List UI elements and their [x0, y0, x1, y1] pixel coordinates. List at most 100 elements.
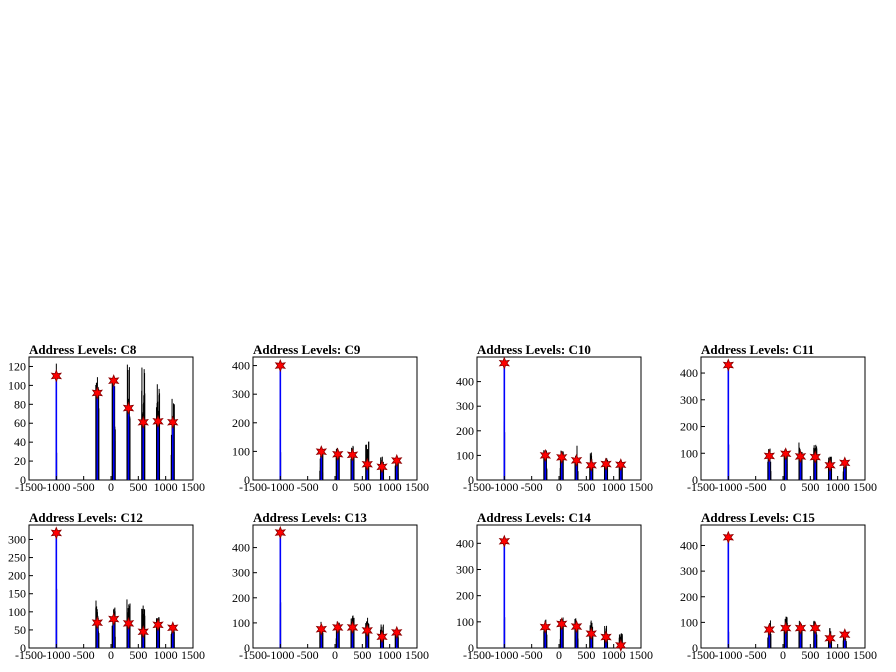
- chart-title: Address Levels: C9: [253, 342, 361, 357]
- peak-marker: [346, 448, 359, 462]
- peak-marker: [600, 457, 612, 471]
- peak-marker: [376, 630, 388, 644]
- y-tick-label: 100: [8, 378, 26, 392]
- peak-marker: [794, 621, 807, 635]
- y-tick-label: 200: [232, 416, 250, 430]
- peak-marker: [600, 630, 612, 644]
- chart-panel: Address Levels: C9 0 100 200 300 400 -1500 -100…: [232, 342, 429, 494]
- x-tick-label: 0: [780, 480, 786, 494]
- x-tick-label: 1500: [405, 648, 429, 662]
- y-tick-label: 250: [8, 551, 26, 565]
- x-tick-label: -1000: [490, 648, 518, 662]
- y-tick-label: 400: [456, 536, 474, 550]
- y-tick-label: 300: [232, 387, 250, 401]
- peak-marker: [167, 415, 179, 429]
- y-tick-label: 150: [8, 587, 26, 601]
- x-tick-label: 0: [108, 648, 114, 662]
- y-tick-label: 200: [456, 589, 474, 603]
- x-tick-label: 1500: [629, 480, 653, 494]
- peak-marker: [763, 449, 776, 463]
- peak-marker: [722, 530, 735, 544]
- chart-panel: Address Levels: C15 0 100 200 300 400 -1500 -10…: [680, 510, 877, 662]
- x-tick-label: 500: [577, 648, 595, 662]
- plot-frame: [476, 356, 642, 481]
- y-tick-label: 400: [456, 375, 474, 389]
- x-tick-label: 0: [108, 480, 114, 494]
- y-tick-label: 400: [232, 541, 250, 555]
- histogram-cluster: [279, 365, 282, 480]
- histogram-cluster: [55, 532, 58, 648]
- peak-marker: [50, 369, 63, 383]
- y-tick-label: 40: [14, 435, 26, 449]
- chart-title: Address Levels: C11: [701, 342, 814, 357]
- chart-title: Address Levels: C13: [253, 510, 367, 525]
- histogram-cluster: [95, 377, 100, 480]
- peak-marker: [361, 457, 373, 471]
- chart-title: Address Levels: C10: [477, 342, 591, 357]
- y-tick-label: 400: [680, 366, 698, 380]
- peak-marker: [167, 621, 179, 635]
- x-tick-label: 500: [129, 480, 147, 494]
- peak-marker: [794, 449, 807, 464]
- x-tick-label: 1500: [853, 480, 877, 494]
- x-tick-label: -1500: [463, 480, 491, 494]
- histogram-cluster: [170, 398, 175, 480]
- y-tick-label: 80: [14, 397, 26, 411]
- x-tick-label: 1000: [826, 648, 850, 662]
- peak-marker: [498, 534, 511, 548]
- x-tick-label: 1500: [181, 480, 205, 494]
- x-tick-label: 1000: [602, 480, 626, 494]
- chart-title: Address Levels: C8: [29, 342, 137, 357]
- y-tick-label: 50: [14, 623, 26, 637]
- histogram-cluster: [279, 532, 282, 648]
- y-tick-label: 0: [692, 473, 698, 487]
- peak-marker: [809, 621, 821, 635]
- x-tick-label: -500: [521, 648, 543, 662]
- peak-marker: [585, 458, 597, 472]
- y-tick-label: 400: [232, 359, 250, 373]
- histogram-cluster: [111, 379, 116, 480]
- x-tick-label: 1000: [378, 648, 402, 662]
- peak-marker: [332, 447, 344, 461]
- peak-marker: [315, 622, 328, 636]
- histogram-cluster: [55, 363, 58, 480]
- peak-marker: [274, 525, 287, 540]
- x-tick-label: 500: [801, 648, 819, 662]
- x-tick-label: -1500: [239, 648, 267, 662]
- x-tick-label: 1000: [602, 648, 626, 662]
- peak-marker: [780, 621, 792, 635]
- peak-marker: [137, 625, 149, 639]
- chart-panel: Address Levels: C12 0 50 100 150 200 250 300 -15…: [8, 510, 205, 662]
- y-tick-label: 0: [468, 473, 474, 487]
- histogram-cluster: [727, 365, 730, 480]
- x-tick-label: 500: [801, 480, 819, 494]
- x-tick-label: -1000: [714, 480, 742, 494]
- peak-marker: [152, 618, 164, 632]
- chart-panel: Address Levels: C10 0 100 200 300 400 -1500 -10…: [456, 342, 653, 494]
- chart-panel: Address Levels: C14 0 100 200 300 400 -1500 -10…: [456, 510, 653, 662]
- peak-marker: [570, 619, 583, 634]
- y-tick-label: 200: [680, 420, 698, 434]
- y-tick-label: 0: [692, 641, 698, 655]
- x-tick-label: -500: [297, 480, 319, 494]
- x-tick-label: 0: [556, 480, 562, 494]
- y-tick-label: 300: [456, 562, 474, 576]
- histogram-cluster: [813, 444, 818, 480]
- y-tick-label: 100: [456, 615, 474, 629]
- chart-panel: Address Levels: C8 0 20 40 60 80 100 120 -1500 -1…: [8, 342, 205, 494]
- y-tick-label: 20: [14, 454, 26, 468]
- y-tick-label: 100: [680, 615, 698, 629]
- x-tick-label: 0: [332, 648, 338, 662]
- chart-panel: Address Levels: C13 0 100 200 300 400 -1500 -10…: [232, 510, 429, 662]
- peak-marker: [615, 458, 627, 472]
- peak-marker: [391, 625, 403, 639]
- x-tick-label: 1500: [629, 648, 653, 662]
- x-tick-label: -1000: [266, 648, 294, 662]
- peak-marker: [137, 415, 149, 429]
- peak-marker: [585, 627, 597, 641]
- y-tick-label: 300: [8, 532, 26, 546]
- peak-marker: [152, 414, 164, 428]
- peak-marker: [346, 620, 359, 634]
- peak-marker: [615, 638, 627, 652]
